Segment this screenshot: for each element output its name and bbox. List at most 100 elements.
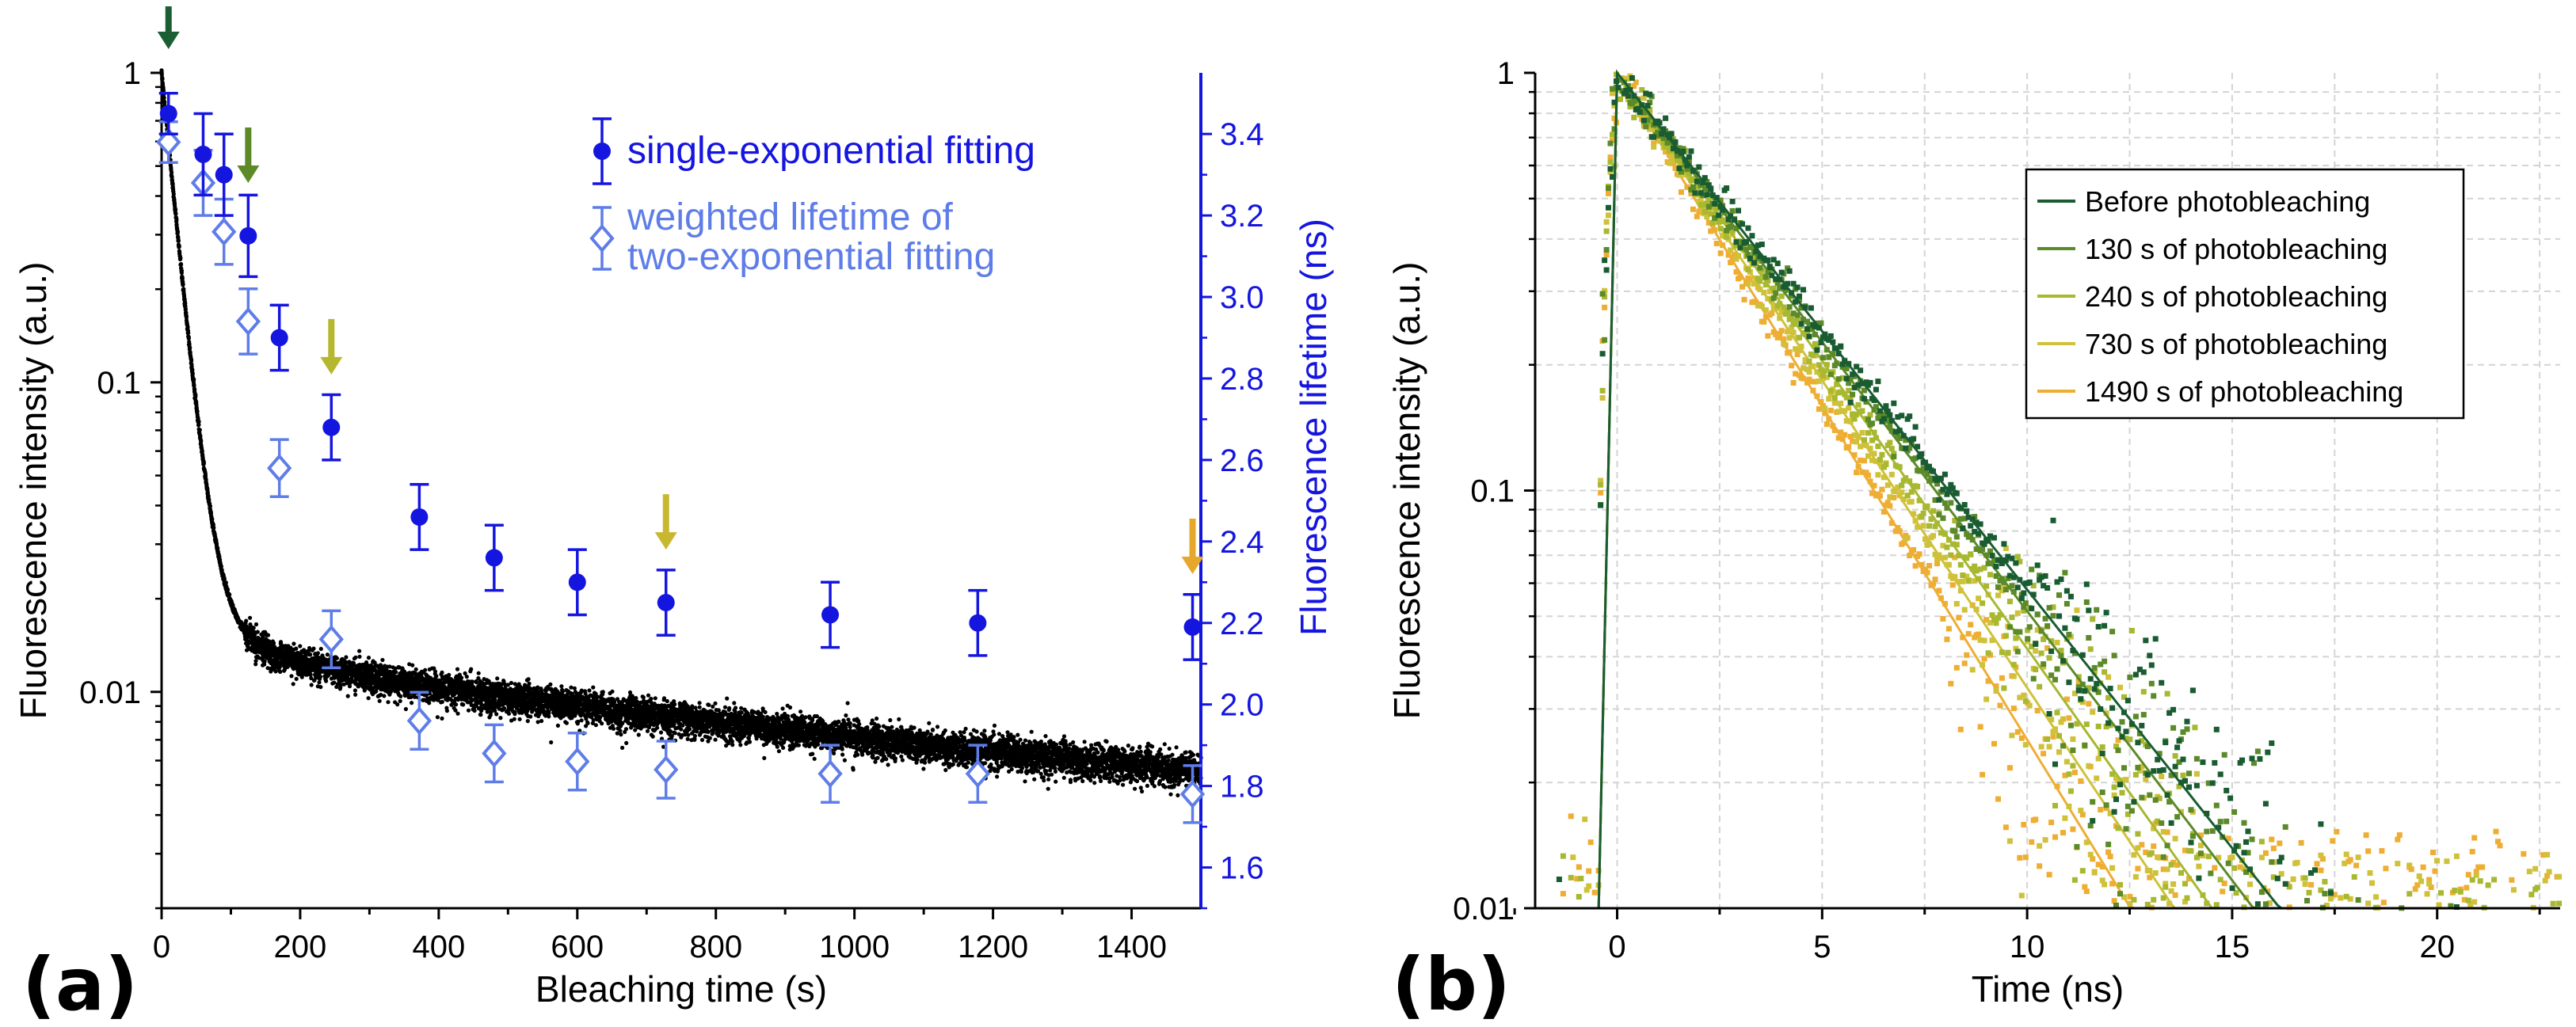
decay-point <box>251 626 256 630</box>
decay-point <box>189 357 194 362</box>
decay-point <box>269 669 273 674</box>
decay-point <box>479 702 484 707</box>
decay-point <box>366 696 371 701</box>
decay-point <box>730 743 735 747</box>
decay-point <box>174 222 179 226</box>
decay-point <box>725 696 730 701</box>
decay-point <box>548 682 553 687</box>
decay-point <box>353 692 358 697</box>
decay-point <box>734 706 738 710</box>
decay-point <box>713 737 718 742</box>
decay-point <box>345 694 350 698</box>
decay-point <box>634 696 638 701</box>
decay-point <box>208 510 213 515</box>
decay-point <box>403 706 408 712</box>
decay-point <box>190 367 195 372</box>
decay-point <box>203 474 208 478</box>
decay-point <box>299 675 304 679</box>
decay-point <box>585 721 590 725</box>
decay-point <box>253 622 259 627</box>
decay-point <box>384 668 389 672</box>
decay-point <box>549 740 554 745</box>
decay-point <box>177 244 181 249</box>
decay-point <box>685 736 690 742</box>
decay-point <box>455 667 460 671</box>
decay-point <box>180 276 185 281</box>
decay-point <box>611 726 616 731</box>
decay-point <box>369 671 374 676</box>
decay-point <box>539 718 544 724</box>
decay-point <box>526 677 531 682</box>
decay-point <box>747 740 753 744</box>
decay-point <box>591 685 596 690</box>
decay-point <box>307 645 312 651</box>
decay-point <box>525 719 530 724</box>
decay-point <box>620 745 625 751</box>
decay-point <box>248 615 253 620</box>
decay-point <box>559 684 564 689</box>
decay-point <box>476 671 481 675</box>
decay-point <box>338 683 344 687</box>
decay-point <box>176 238 181 242</box>
decay-point <box>398 698 402 704</box>
decay-point <box>600 721 604 726</box>
decay-point <box>636 732 641 737</box>
decay-point <box>402 669 407 674</box>
decay-point <box>377 698 382 703</box>
decay-point <box>649 696 654 702</box>
decay-point <box>733 709 737 714</box>
decay-point <box>347 684 352 689</box>
decay-point <box>199 438 204 443</box>
decay-point <box>162 96 166 101</box>
decay-point <box>693 706 698 710</box>
decay-point <box>291 682 295 687</box>
decay-point <box>294 646 299 651</box>
decay-point <box>315 651 320 656</box>
decay-point <box>498 716 503 721</box>
decay-point <box>186 335 191 340</box>
decay-point <box>278 669 283 675</box>
decay-point <box>658 730 664 735</box>
decay-point <box>174 217 179 222</box>
decay-curve-points <box>159 68 1203 798</box>
decay-point <box>579 718 584 723</box>
decay-point <box>512 717 516 721</box>
decay-point <box>672 722 676 727</box>
decay-point <box>435 715 440 720</box>
decay-point <box>211 525 216 531</box>
decay-point <box>722 705 728 709</box>
decay-point <box>181 293 186 298</box>
decay-point <box>181 282 185 287</box>
decay-point <box>198 433 203 439</box>
decay-point <box>357 654 362 659</box>
decay-point <box>366 656 372 660</box>
decay-point <box>309 683 314 687</box>
decay-point <box>732 701 737 706</box>
decay-point <box>494 712 499 717</box>
decay-point <box>619 732 623 737</box>
decay-point <box>271 641 276 645</box>
decay-point <box>289 674 294 679</box>
decay-point <box>190 371 195 375</box>
decay-point <box>618 728 623 733</box>
decay-point <box>318 685 323 690</box>
decay-point <box>192 377 196 382</box>
decay-point <box>272 645 277 649</box>
decay-point <box>727 706 732 710</box>
decay-point <box>587 688 592 693</box>
decay-point <box>739 710 744 715</box>
decay-point <box>469 667 474 671</box>
decay-point <box>464 675 469 679</box>
decay-point <box>653 696 657 701</box>
decay-point <box>564 721 570 725</box>
decay-point <box>610 689 615 694</box>
decay-point <box>325 652 330 657</box>
decay-point <box>223 580 228 585</box>
decay-point <box>600 690 605 694</box>
decay-point <box>344 655 349 660</box>
decay-point <box>410 701 414 706</box>
decay-point <box>246 644 250 649</box>
decay-point <box>394 670 398 675</box>
decay-point <box>332 680 337 685</box>
decay-point <box>634 699 640 704</box>
